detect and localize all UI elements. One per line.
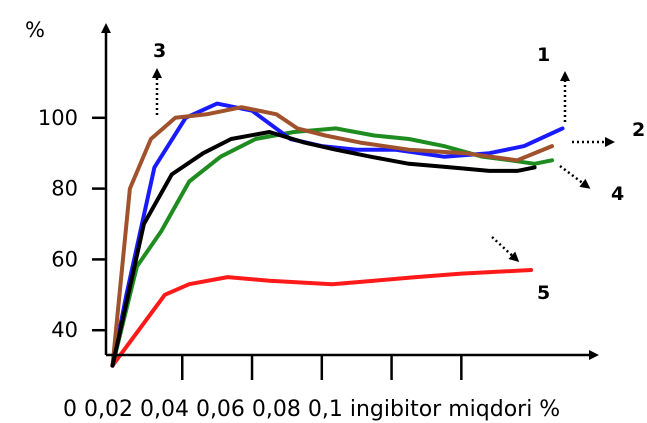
y-tick-label: 80 [51, 177, 78, 201]
pointer-4 [559, 165, 591, 189]
curve-label-3: 3 [153, 40, 166, 62]
series-line-1 [110, 101, 565, 368]
series-line-3 [110, 105, 554, 368]
y-tick-label: 100 [38, 106, 78, 130]
series-line-4 [110, 130, 537, 368]
x-tick-marks [181, 355, 463, 380]
curve-label-4: 4 [611, 183, 624, 205]
y-axis-label: % [25, 18, 45, 42]
label-pointers [152, 68, 615, 263]
y-tick-marks [92, 116, 106, 332]
series-lines [110, 101, 565, 368]
series-line-5 [110, 268, 534, 368]
y-tick-label: 60 [51, 247, 78, 271]
series-line-2 [110, 126, 554, 368]
y-tick-label: 40 [51, 318, 78, 342]
curve-labels: 1 2 3 4 5 [153, 40, 645, 304]
x-axis-caption: 0 0,02 0,04 0,06 0,08 0,1 ingibitor miqd… [63, 397, 560, 422]
curve-label-1: 1 [537, 44, 550, 66]
pointer-5 [491, 236, 520, 263]
y-tick-labels: 40 60 80 100 [38, 106, 78, 342]
curve-label-5: 5 [537, 282, 550, 304]
curve-label-2: 2 [632, 119, 645, 141]
